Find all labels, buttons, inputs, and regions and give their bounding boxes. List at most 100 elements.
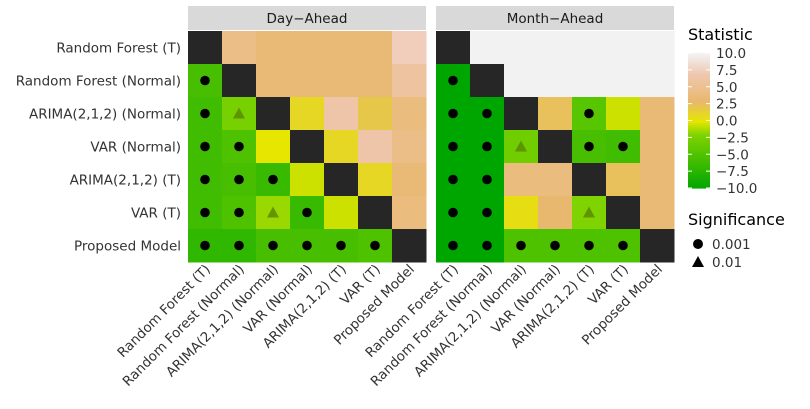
- heatmap-cell: [640, 163, 675, 197]
- heatmap-cell: [538, 31, 573, 65]
- heatmap-cell: [324, 64, 359, 98]
- significance-triangle-marker: [515, 140, 527, 152]
- y-tick-label: Random Forest (Normal): [16, 74, 181, 90]
- y-tick-label: ARIMA(2,1,2) (T): [70, 173, 181, 189]
- significance-circle-marker: [302, 207, 312, 218]
- significance-circle-marker: [200, 108, 210, 119]
- significance-circle-marker: [448, 174, 458, 185]
- legend-circle-icon: [693, 239, 703, 249]
- significance-circle-marker: [482, 240, 492, 251]
- y-tick-label: Proposed Model: [74, 239, 181, 255]
- colorbar-segment: [688, 55, 710, 59]
- panel-strip: [188, 6, 426, 30]
- colorbar-segment: [688, 127, 710, 131]
- colorbar-segment: [688, 82, 710, 86]
- heatmap-cell: [572, 163, 607, 197]
- colorbar-segment: [688, 122, 710, 126]
- colorbar-segment: [688, 66, 710, 70]
- colorbar-segment: [688, 152, 710, 155]
- significance-circle-marker: [482, 108, 492, 119]
- colorbar-segment: [688, 57, 710, 61]
- colorbar-segment: [688, 53, 710, 56]
- legend-triangle-icon: [692, 256, 704, 267]
- significance-circle-marker: [482, 207, 492, 218]
- colorbar-segment: [688, 73, 710, 77]
- colorbar-segment: [688, 113, 710, 117]
- colorbar-segment: [688, 100, 710, 104]
- colorbar-segment: [688, 71, 710, 74]
- significance-circle-marker: [302, 240, 312, 251]
- significance-circle-marker: [482, 141, 492, 152]
- heatmap-cell: [640, 229, 675, 263]
- significance-circle-marker: [234, 141, 244, 152]
- significance-circle-marker: [618, 141, 628, 152]
- colorbar-segment: [688, 143, 710, 146]
- colorbar-segment: [688, 140, 710, 144]
- heatmap-cell: [222, 31, 257, 65]
- colorbar-tick-label: −10.0: [716, 181, 757, 197]
- heatmap-cell: [392, 130, 427, 164]
- heatmap-cell: [392, 64, 427, 98]
- significance-circle-marker: [234, 240, 244, 251]
- significance-circle-marker: [482, 174, 492, 185]
- heatmap-cell: [504, 31, 539, 65]
- colorbar-segment: [688, 86, 710, 90]
- heatmap-cell: [256, 31, 291, 65]
- significance-circle-marker: [336, 240, 346, 251]
- colorbar-segment: [688, 59, 710, 63]
- heatmap-cell: [290, 31, 325, 65]
- colorbar-segment: [688, 118, 710, 122]
- heatmap-cell: [358, 196, 393, 230]
- significance-circle-marker: [200, 240, 210, 251]
- colorbar-segment: [688, 161, 710, 164]
- colorbar-segment: [688, 170, 710, 173]
- heatmap-cell: [572, 31, 607, 65]
- significance-legend-title: Significance: [688, 210, 785, 229]
- heatmap-cell: [256, 97, 291, 131]
- heatmap-cell: [256, 64, 291, 98]
- heatmap-cell: [470, 64, 505, 98]
- colorbar-segment: [688, 154, 710, 158]
- heatmap-cell: [470, 31, 505, 65]
- heatmap-cell: [538, 163, 573, 197]
- significance-circle-marker: [234, 207, 244, 218]
- heatmap-cell: [606, 196, 641, 230]
- significance-triangle-marker: [233, 107, 245, 119]
- colorbar-segment: [688, 149, 710, 153]
- heatmap-cell: [324, 97, 359, 131]
- heatmap-cell: [606, 97, 641, 131]
- colorbar-segment: [688, 84, 710, 88]
- colorbar-segment: [688, 102, 710, 106]
- significance-circle-marker: [584, 141, 594, 152]
- colorbar-tick-label: −5.0: [716, 147, 749, 163]
- colorbar-segment: [688, 62, 710, 65]
- colorbar-segment: [688, 89, 710, 92]
- significance-circle-marker: [448, 108, 458, 119]
- heatmap-cell: [324, 130, 359, 164]
- heatmap-cell: [222, 64, 257, 98]
- significance-circle-marker: [618, 240, 628, 251]
- colorbar-segment: [688, 136, 710, 140]
- significance-circle-marker: [448, 240, 458, 251]
- significance-circle-marker: [584, 240, 594, 251]
- colorbar-segment: [688, 95, 710, 99]
- colorbar-segment: [688, 165, 710, 169]
- colorbar-title: Statistic: [688, 25, 753, 44]
- significance-circle-marker: [370, 240, 380, 251]
- heatmap-cell: [392, 31, 427, 65]
- colorbar-segment: [688, 109, 710, 113]
- significance-circle-marker: [448, 75, 458, 86]
- colorbar-tick-label: 0.0: [716, 114, 737, 130]
- colorbar-segment: [688, 107, 710, 110]
- heatmap-cell: [504, 64, 539, 98]
- colorbar-segment: [688, 145, 710, 149]
- significance-circle-marker: [268, 240, 278, 251]
- colorbar-segment: [688, 75, 710, 79]
- heatmap-cell: [256, 130, 291, 164]
- colorbar-tick-label: −7.5: [716, 164, 749, 180]
- colorbar-segment: [688, 125, 710, 128]
- colorbar-segment: [688, 176, 710, 180]
- colorbar-segment: [688, 183, 710, 187]
- heatmap-cell: [504, 163, 539, 197]
